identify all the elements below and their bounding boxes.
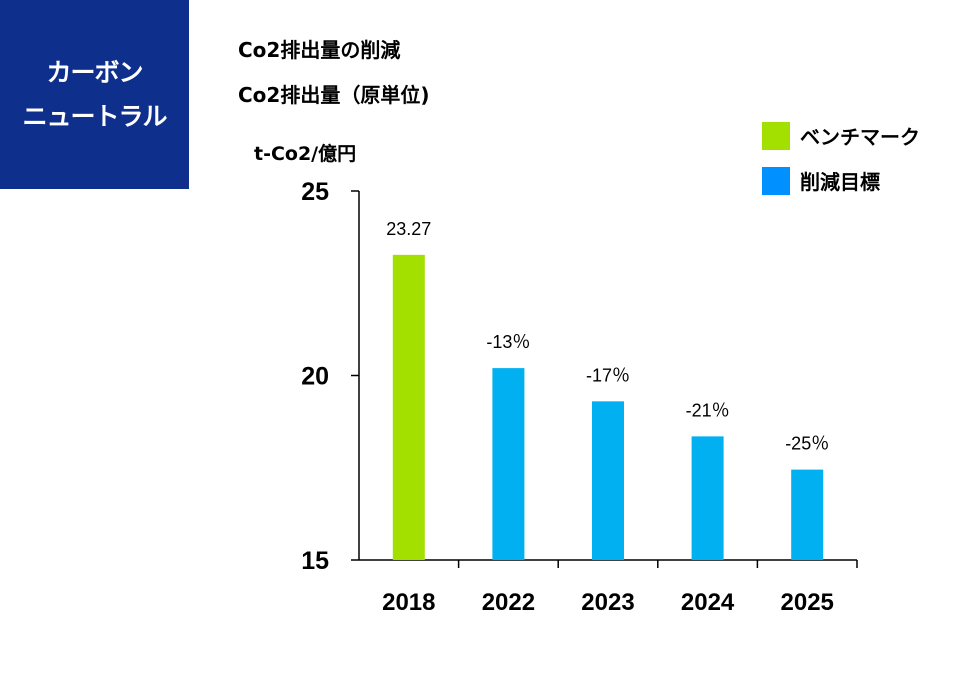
x-category-label-2025: 2025 bbox=[781, 589, 834, 616]
data-label-2023: -17％ bbox=[586, 365, 630, 385]
carbon-neutral-badge: カーボン ニュートラル bbox=[0, 0, 189, 189]
x-category-label-2023: 2023 bbox=[581, 589, 634, 616]
y-tick-label-20: 20 bbox=[301, 363, 329, 391]
data-label-2024: -21％ bbox=[686, 400, 730, 420]
chart-subtitle: Co2排出量（原単位) bbox=[238, 83, 430, 107]
legend-swatch-benchmark bbox=[762, 121, 790, 150]
data-label-2018: 23.27 bbox=[386, 219, 431, 239]
y-tick-label-25: 25 bbox=[301, 178, 329, 206]
bar-2025 bbox=[791, 469, 824, 560]
badge-line-2: ニュートラル bbox=[22, 101, 167, 131]
x-category-label-2022: 2022 bbox=[482, 589, 535, 616]
data-label-2022: -13％ bbox=[486, 332, 530, 352]
bar-2018 bbox=[392, 254, 425, 560]
legend-item-target: 削減目標 bbox=[762, 166, 880, 195]
y-tick-label-15: 15 bbox=[301, 547, 329, 575]
bar-2022 bbox=[492, 368, 525, 560]
legend-label-target: 削減目標 bbox=[800, 170, 880, 194]
legend-label-benchmark: ベンチマーク bbox=[800, 125, 920, 149]
legend-item-benchmark: ベンチマーク bbox=[762, 121, 920, 150]
chart-title: Co2排出量の削減 bbox=[238, 38, 401, 62]
data-label-2025: -25％ bbox=[785, 434, 829, 454]
bar-2024 bbox=[691, 436, 724, 560]
badge-line-1: カーボン bbox=[46, 57, 143, 87]
legend-swatch-target bbox=[762, 166, 790, 195]
y-axis-unit-label: t-Co2/億円 bbox=[254, 143, 357, 165]
bar-2023 bbox=[592, 401, 624, 560]
x-category-label-2024: 2024 bbox=[681, 589, 735, 616]
x-category-label-2018: 2018 bbox=[382, 589, 435, 616]
